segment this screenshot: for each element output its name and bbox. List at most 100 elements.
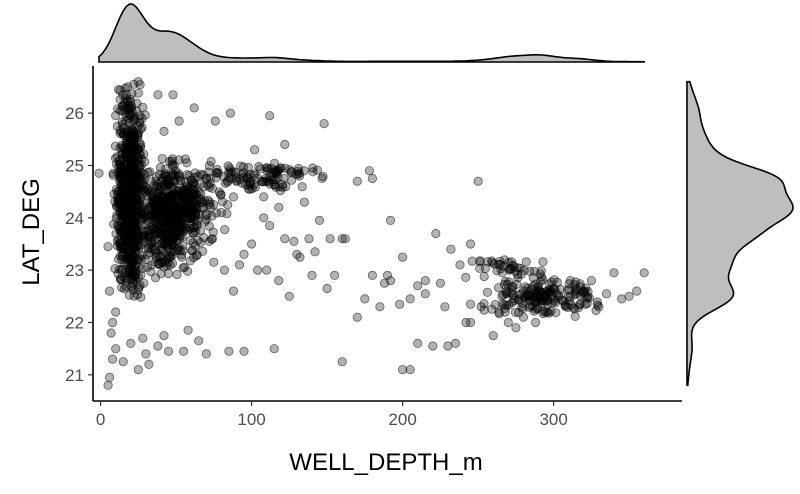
scatter-point [168, 171, 178, 181]
scatter-point [271, 182, 281, 192]
scatter-point [121, 281, 131, 292]
scatter-point [549, 275, 559, 285]
scatter-point [494, 309, 504, 319]
scatter-point [295, 252, 305, 262]
scatter-point [216, 208, 226, 218]
scatter-point [280, 139, 290, 150]
scatter-point [108, 168, 118, 178]
scatter-point [297, 182, 307, 192]
scatter-point [138, 333, 148, 343]
scatter-point [192, 216, 203, 226]
scatter-point [337, 357, 347, 367]
scatter-point [289, 236, 299, 246]
scatter-point [224, 346, 234, 356]
scatter-point [435, 278, 445, 288]
scatter-point [127, 106, 137, 117]
scatter-point [325, 234, 335, 244]
scatter-point [504, 277, 514, 287]
scatter-point [420, 275, 430, 286]
scatter-point [156, 219, 166, 229]
scatter-point [274, 275, 284, 286]
scatter-point [281, 182, 291, 192]
scatter-point [127, 142, 137, 152]
scatter-point [352, 176, 362, 186]
scatter-point [497, 299, 508, 309]
scatter-point [529, 266, 540, 276]
scatter-point [473, 176, 483, 186]
scatter-point [115, 166, 125, 176]
scatter-point [146, 266, 156, 277]
scatter-point [405, 294, 415, 304]
scatter-point [164, 252, 175, 262]
scatter-point [262, 265, 272, 275]
scatter-point [123, 153, 133, 163]
scatter-point [132, 144, 143, 154]
scatter-point [120, 241, 130, 251]
scatter-point [129, 272, 139, 282]
scatter-point [105, 286, 115, 296]
scatter-point [394, 299, 405, 309]
scatter-point [118, 357, 128, 367]
scatter-point [285, 165, 295, 175]
scatter-point [159, 330, 169, 341]
scatter-point [443, 341, 453, 351]
scatter-point [503, 317, 513, 328]
scatter-point [232, 176, 242, 186]
x-tick-label: 200 [388, 410, 416, 429]
scatter-point [352, 312, 362, 322]
scatter-point [113, 104, 123, 114]
scatter-point [250, 145, 260, 155]
scatter-point [133, 88, 143, 98]
scatter-point [110, 141, 121, 151]
scatter-point [113, 269, 123, 279]
scatter-point [208, 227, 218, 237]
scatter-point [103, 380, 113, 390]
scatter-point [134, 240, 144, 250]
scatter-point [194, 336, 204, 346]
scatter-point [259, 213, 269, 223]
scatter-point [195, 238, 206, 248]
scatter-point [157, 173, 168, 183]
scatter-point [103, 242, 113, 252]
scatter-point [340, 234, 350, 244]
x-tick-label: 100 [237, 410, 265, 429]
scatter-point [159, 126, 169, 136]
scatter-point [183, 325, 193, 335]
scatter-point [125, 131, 135, 141]
scatter-point [188, 228, 198, 238]
scatter-point [465, 299, 476, 309]
scatter-point [157, 229, 167, 239]
scatter-point [178, 246, 188, 256]
scatter-point [564, 284, 574, 294]
scatter-point [115, 85, 125, 96]
scatter-point [111, 307, 121, 317]
scatter-point [171, 214, 181, 224]
scatter-point [247, 239, 257, 249]
scatter-point [461, 272, 471, 282]
scatter-point [329, 270, 340, 280]
scatter-point [431, 228, 441, 239]
scatter-point [513, 273, 523, 283]
scatter-point [122, 227, 132, 237]
scatter-point [170, 201, 180, 211]
scatter-point [128, 168, 138, 178]
scatter-point [108, 354, 118, 364]
scatter-point [133, 364, 143, 375]
y-tick-label: 26 [65, 104, 84, 123]
scatter-point [546, 306, 556, 316]
scatter-point [496, 264, 506, 274]
scatter-point [139, 205, 149, 215]
scatter-point [207, 183, 217, 193]
scatter-point [153, 341, 163, 351]
scatter-point [479, 299, 489, 309]
scatter-point [397, 364, 408, 375]
scatter-point [314, 215, 325, 225]
scatter-point [440, 302, 450, 312]
scatter-point [207, 234, 218, 244]
top-marginal-density [98, 3, 645, 63]
scatter-point [542, 295, 553, 305]
scatter-point [632, 286, 642, 296]
scatter-point [385, 215, 396, 225]
scatter-point [274, 202, 284, 212]
scatter-point [165, 190, 175, 200]
